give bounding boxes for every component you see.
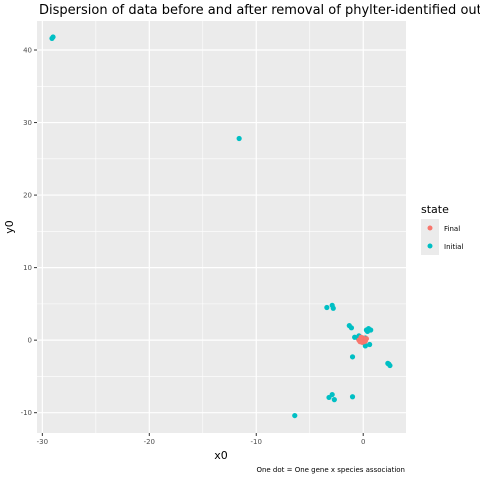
legend-marker-final bbox=[427, 225, 433, 231]
data-point-initial bbox=[329, 391, 335, 398]
x-tick-label: -10 bbox=[251, 438, 262, 446]
data-point-initial bbox=[330, 305, 336, 311]
data-point-final bbox=[358, 334, 364, 340]
x-axis-ticks: -30 -20 -10 0 bbox=[37, 433, 365, 446]
y-tick-label: -10 bbox=[21, 409, 32, 417]
data-point-final bbox=[361, 339, 367, 345]
data-point-initial bbox=[367, 341, 373, 348]
x-tick-label: 0 bbox=[361, 438, 365, 446]
data-point-initial bbox=[349, 354, 356, 360]
y-tick-label: 10 bbox=[23, 264, 32, 272]
major-gridlines bbox=[37, 21, 406, 433]
x-axis-title: x0 bbox=[214, 449, 228, 462]
data-point-initial bbox=[364, 328, 371, 335]
chart-title: Dispersion of data before and after remo… bbox=[39, 3, 480, 18]
minor-gridlines bbox=[37, 21, 406, 433]
data-point-initial bbox=[324, 304, 330, 311]
legend-title: state bbox=[421, 203, 449, 216]
y-tick-label: 0 bbox=[28, 337, 32, 345]
y-axis-title: y0 bbox=[3, 220, 16, 234]
y-tick-label: 40 bbox=[23, 47, 32, 55]
data-point-initial bbox=[292, 412, 298, 419]
data-point-initial bbox=[386, 361, 392, 367]
legend-marker-initial bbox=[427, 243, 433, 249]
legend-label-initial: Initial bbox=[444, 243, 463, 251]
plot-panel bbox=[37, 21, 406, 433]
data-point-initial bbox=[49, 35, 55, 42]
data-point-initial bbox=[236, 135, 242, 142]
legend-label-final: Final bbox=[444, 225, 460, 233]
x-tick-label: -20 bbox=[144, 438, 155, 446]
legend: state Final Initial bbox=[421, 203, 463, 255]
chart-caption: One dot = One gene x species association bbox=[256, 466, 405, 474]
y-tick-label: 20 bbox=[23, 192, 32, 200]
data-point-initial bbox=[348, 325, 355, 331]
x-tick-label: -30 bbox=[37, 438, 48, 446]
data-point-initial bbox=[331, 397, 337, 403]
y-axis-ticks: -10 0 10 20 30 40 bbox=[21, 47, 37, 417]
y-tick-label: 30 bbox=[23, 119, 32, 127]
data-point-initial bbox=[349, 394, 356, 400]
data-points bbox=[49, 34, 393, 419]
